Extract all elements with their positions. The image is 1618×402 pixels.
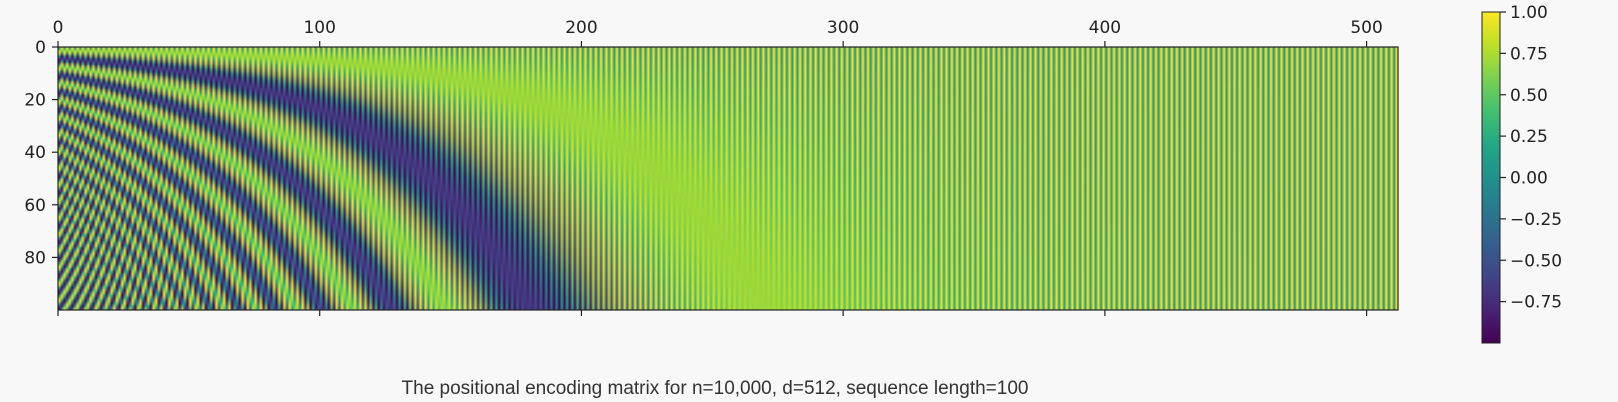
y-tick-label: 20 [24,91,46,111]
heatmap-area [57,46,1399,311]
colorbar-tick-label: −0.50 [1510,251,1562,271]
x-tick-label: 500 [1350,18,1382,38]
heatmap-frame [57,46,1399,311]
colorbar: 1.00 0.75 0.50 0.25 0.00 −0.25 −0.50 −0.75 [1481,3,1562,344]
colorbar-tick-label: 0.50 [1510,86,1548,106]
colorbar-tick-label: −0.25 [1510,210,1562,230]
x-tick-label: 400 [1089,18,1121,38]
x-tick-label: 100 [303,18,335,38]
colorbar-ticks: 1.00 0.75 0.50 0.25 0.00 −0.25 −0.50 −0.75 [1500,3,1562,313]
y-tick-label: 0 [35,38,46,58]
y-tick-label: 40 [24,143,46,163]
colorbar-tick-label: −0.75 [1510,293,1562,313]
colorbar-tick-label: 0.75 [1510,44,1548,64]
y-tick-label: 80 [24,248,46,268]
colorbar-tick-label: 0.00 [1510,169,1548,189]
positional-encoding-heatmap [58,47,1398,310]
colorbar-tick-label: 1.00 [1510,3,1548,23]
figure-caption: The positional encoding matrix for n=10,… [401,378,1029,399]
x-tick-label: 0 [53,18,64,38]
x-tick-label: 200 [565,18,597,38]
y-tick-label: 60 [24,196,46,216]
x-axis-top: 0 100 200 300 400 500 [53,18,1383,47]
colorbar-tick-label: 0.25 [1510,127,1548,147]
y-axis: 0 20 40 60 80 [24,38,58,268]
x-tick-label: 300 [827,18,859,38]
colorbar-gradient [1481,11,1501,344]
x-axis-bottom [57,310,1368,316]
